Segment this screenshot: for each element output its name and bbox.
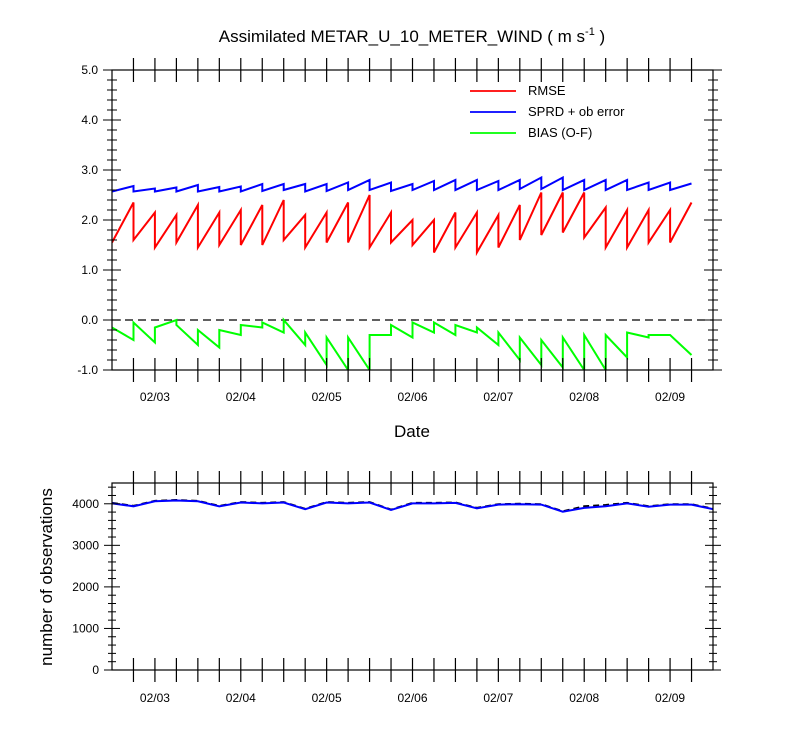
plot-frame xyxy=(111,482,714,671)
y-tick-label: 1.0 xyxy=(81,263,98,277)
x-tick-label: 02/09 xyxy=(655,691,685,705)
series-line-1 xyxy=(112,499,713,513)
legend-label: RMSE xyxy=(528,83,566,98)
y-axis-title: number of observations xyxy=(37,488,56,666)
legend-label: BIAS (O-F) xyxy=(528,125,592,140)
x-tick-label: 02/04 xyxy=(226,390,256,404)
x-tick-label: 02/05 xyxy=(312,390,342,404)
y-tick-label: 2.0 xyxy=(81,213,98,227)
x-tick-label: 02/03 xyxy=(140,390,170,404)
x-tick-label: 02/07 xyxy=(483,691,513,705)
bottom-panel: 02/03 02/04 02/05 02/06 02/07 02/08 02/09 0 1000… xyxy=(72,471,721,705)
y-tick-label: 1000 xyxy=(72,621,99,635)
y-tick-label: 4.0 xyxy=(81,113,98,127)
x-tick-label: 02/08 xyxy=(569,390,599,404)
y-tick-label: 3.0 xyxy=(81,163,98,177)
y-tick-label: 0 xyxy=(92,663,99,677)
x-tick-label: 02/03 xyxy=(140,691,170,705)
y-tick-label: 0.0 xyxy=(81,313,98,327)
y-tick-label: 2000 xyxy=(72,580,99,594)
x-tick-label: 02/07 xyxy=(483,390,513,404)
series-line-rmse xyxy=(112,192,693,257)
series-line-bias-o-f xyxy=(112,317,693,370)
chart-title: Assimilated METAR_U_10_METER_WIND ( m s-… xyxy=(219,26,605,46)
top-panel: 02/03 02/04 02/05 02/06 02/07 02/08 02/09 -1.0 0… xyxy=(77,58,722,404)
x-tick-label: 02/09 xyxy=(655,390,685,404)
x-tick-label: 02/04 xyxy=(226,691,256,705)
x-tick-label: 02/06 xyxy=(397,390,427,404)
y-tick-label: 4000 xyxy=(72,497,99,511)
y-tick-label: -1.0 xyxy=(77,363,98,377)
x-axis-title: Date xyxy=(394,422,430,441)
y-tick-label: 5.0 xyxy=(81,63,98,77)
x-tick-label: 02/08 xyxy=(569,691,599,705)
series-line-sprd-ob-error xyxy=(112,175,692,193)
x-tick-label: 02/05 xyxy=(312,691,342,705)
x-tick-label: 02/06 xyxy=(397,691,427,705)
legend-label: SPRD + ob error xyxy=(528,104,625,119)
y-tick-label: 3000 xyxy=(72,538,99,552)
legend: RMSE SPRD + ob error BIAS (O-F) xyxy=(470,83,625,140)
